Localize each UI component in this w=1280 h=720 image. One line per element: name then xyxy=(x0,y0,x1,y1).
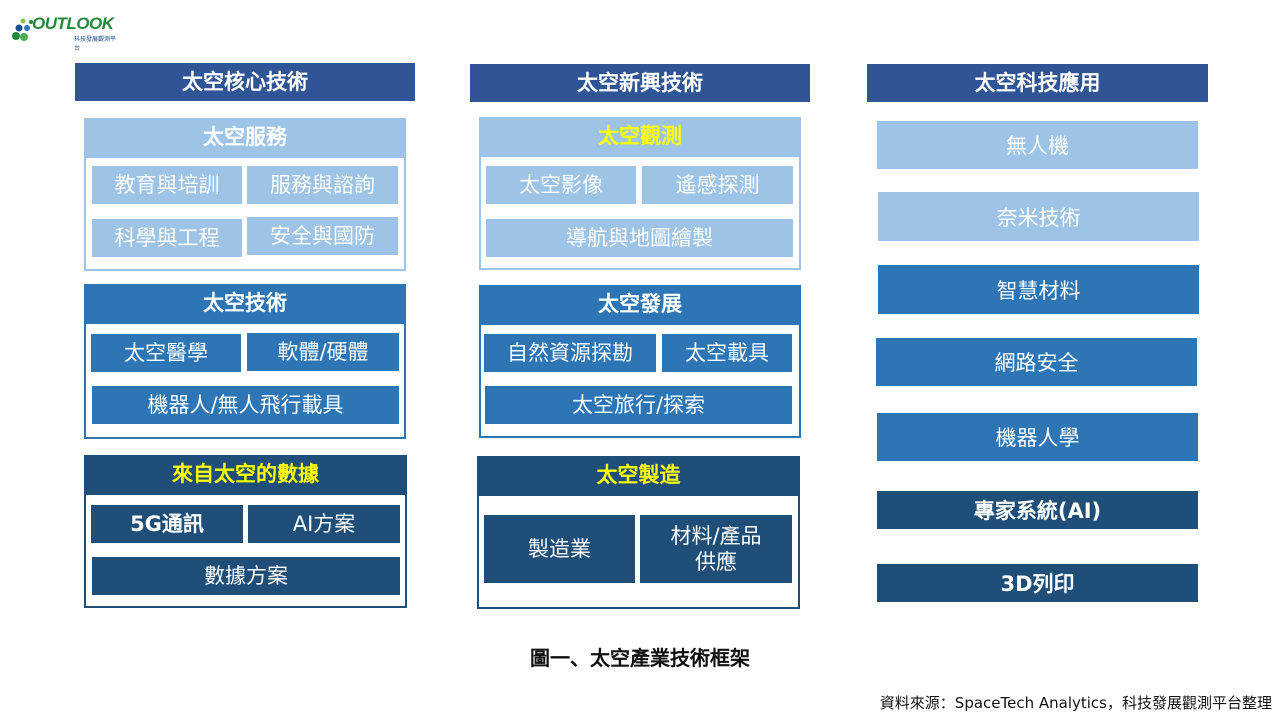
cell-science-engineering: 科學與工程 xyxy=(92,219,242,257)
cell-ai-solution: AI方案 xyxy=(248,505,400,543)
logo-word: OUTLOOK xyxy=(32,14,114,33)
cell-space-travel: 太空旅行/探索 xyxy=(485,386,792,424)
app-smart-materials: 智慧材料 xyxy=(878,265,1199,314)
app-expert-system: 專家系統(AI) xyxy=(877,491,1198,529)
panel-space-technology: 太空技術 太空醫學 軟體/硬體 機器人/無人飛行載具 xyxy=(84,284,406,439)
app-nanotech: 奈米技術 xyxy=(878,192,1199,241)
panel-space-manufacturing: 太空製造 製造業 材料/產品 供應 xyxy=(477,456,800,609)
logo-subtitle: 科技發展觀測平台 xyxy=(74,36,117,52)
cell-resource-exploration: 自然資源探勘 xyxy=(484,334,656,372)
panel-title: 太空服務 xyxy=(84,118,406,156)
app-drone: 無人機 xyxy=(877,121,1198,169)
panel-space-services: 太空服務 教育與培訓 服務與諮詢 科學與工程 安全與國防 xyxy=(84,118,406,271)
panel-title: 太空製造 xyxy=(477,456,800,494)
panel-title: 來自太空的數據 xyxy=(84,455,407,493)
app-3d-printing: 3D列印 xyxy=(877,564,1198,602)
panel-data-from-space: 來自太空的數據 5G通訊 AI方案 數據方案 xyxy=(84,455,407,608)
cell-manufacturing: 製造業 xyxy=(484,515,635,583)
figure-caption: 圖一、太空產業技術框架 xyxy=(530,646,750,670)
cell-material-supply: 材料/產品 供應 xyxy=(640,515,792,583)
cell-robots-drones: 機器人/無人飛行載具 xyxy=(92,386,399,424)
cell-service-consulting: 服務與諮詢 xyxy=(247,166,398,204)
column-header-core: 太空核心技術 xyxy=(75,63,415,101)
panel-title: 太空發展 xyxy=(479,285,801,323)
column-header-emerging: 太空新興技術 xyxy=(470,64,810,102)
source-note: 資料來源：SpaceTech Analytics，科技發展觀測平台整理 xyxy=(879,694,1272,712)
panel-title: 太空技術 xyxy=(84,284,406,322)
column-header-applications: 太空科技應用 xyxy=(867,64,1208,102)
cell-space-vehicle: 太空載具 xyxy=(662,334,792,372)
panel-space-development: 太空發展 自然資源探勘 太空載具 太空旅行/探索 xyxy=(479,285,801,438)
app-robotics: 機器人學 xyxy=(877,413,1198,461)
cell-software-hardware: 軟體/硬體 xyxy=(247,333,399,371)
cell-space-imaging: 太空影像 xyxy=(486,166,636,204)
cell-remote-sensing: 遙感探測 xyxy=(642,166,793,204)
cell-education-training: 教育與培訓 xyxy=(92,166,242,204)
cell-navigation-mapping: 導航與地圖繪製 xyxy=(486,219,793,257)
app-cybersecurity: 網路安全 xyxy=(876,338,1197,386)
logo-dots-icon xyxy=(12,18,33,41)
cell-security-defense: 安全與國防 xyxy=(247,217,398,255)
cell-5g-communication: 5G通訊 xyxy=(91,505,243,543)
cell-data-solution: 數據方案 xyxy=(92,557,400,595)
panel-title: 太空觀測 xyxy=(479,117,801,155)
outlook-logo: OUTLOOK 科技發展觀測平台 xyxy=(10,12,120,52)
panel-space-observation: 太空觀測 太空影像 遙感探測 導航與地圖繪製 xyxy=(479,117,801,270)
cell-space-medicine: 太空醫學 xyxy=(91,334,241,372)
